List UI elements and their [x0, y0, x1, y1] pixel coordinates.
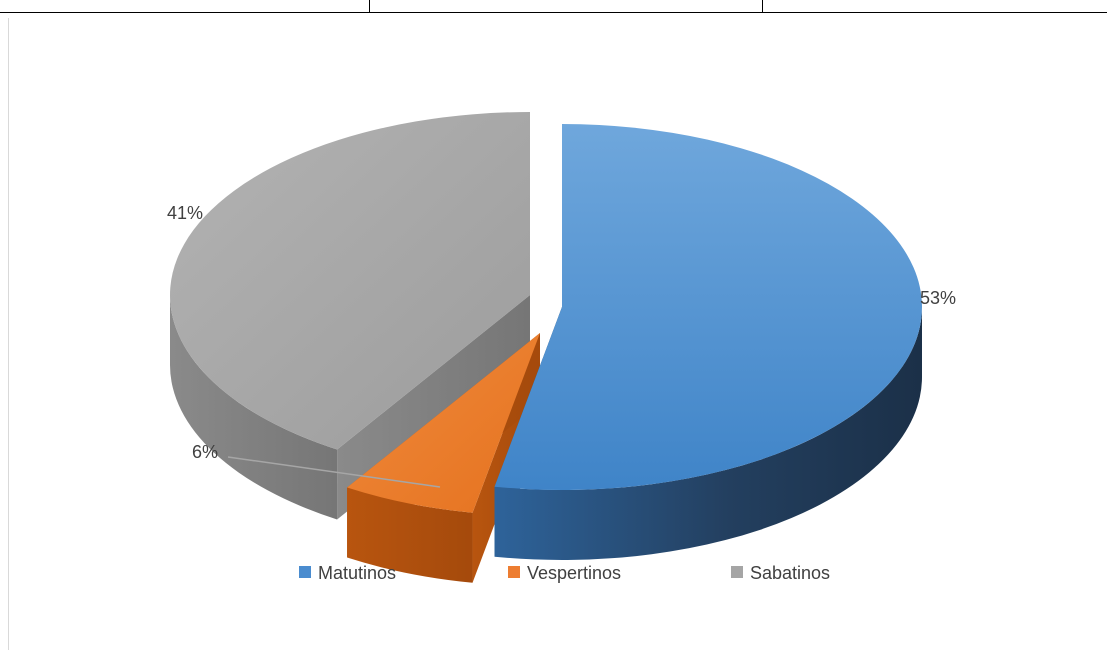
legend-label-matutinos: Matutinos	[318, 563, 396, 583]
slice-side-vespertinos	[347, 487, 473, 583]
legend-swatch-sabatinos	[731, 566, 743, 578]
table-cell-divider-1	[369, 0, 370, 13]
slice-side-matutinos	[494, 307, 922, 560]
pie-slice-matutinos	[494, 124, 923, 560]
slice-side-sabatinos	[170, 295, 338, 520]
legend-label-sabatinos: Sabatinos	[750, 563, 830, 583]
pie-slices	[170, 112, 923, 583]
legend-swatch-vespertinos	[508, 566, 520, 578]
data-labels: 53% 6% 41%	[167, 203, 956, 488]
data-label-sabatinos: 41%	[167, 203, 203, 223]
slice-top-matutinos	[494, 124, 923, 490]
data-label-vespertinos: 6%	[192, 442, 218, 462]
slice-top-sabatinos	[170, 112, 530, 450]
slice-top-vespertinos	[347, 333, 540, 513]
legend: Matutinos Vespertinos Sabatinos	[299, 563, 830, 583]
table-bottom-rule	[0, 12, 1107, 13]
chart-frame-left-edge	[8, 18, 9, 650]
table-cell-divider-2	[762, 0, 763, 13]
leader-line-vespertinos	[227, 456, 441, 488]
legend-label-vespertinos: Vespertinos	[527, 563, 621, 583]
data-label-matutinos: 53%	[920, 288, 956, 308]
top-table-border	[0, 0, 1107, 14]
legend-swatch-matutinos	[299, 566, 311, 578]
